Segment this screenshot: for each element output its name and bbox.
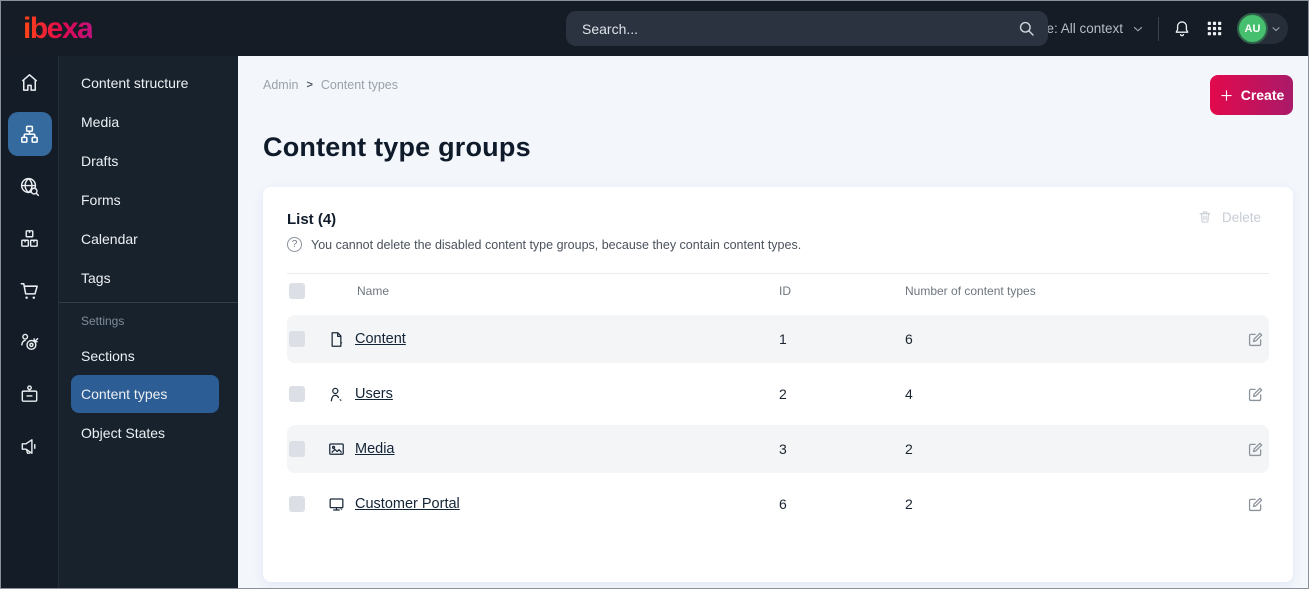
row-checkbox[interactable] <box>289 496 305 512</box>
column-header-count: Number of content types <box>905 283 1036 298</box>
delete-button-label: Delete <box>1221 209 1261 225</box>
sidebar-item-drafts[interactable]: Drafts <box>81 152 119 169</box>
group-id: 2 <box>779 386 787 402</box>
image-icon <box>327 440 346 459</box>
table-row: Media 3 2 <box>287 425 1269 473</box>
chevron-down-icon <box>1131 22 1145 36</box>
main-content: Admin > Content types Create Content typ… <box>238 56 1308 588</box>
avatar: AU <box>1239 15 1266 42</box>
search-icon[interactable] <box>1017 19 1036 38</box>
menu-divider <box>59 302 238 303</box>
edit-icon[interactable] <box>1246 495 1265 514</box>
row-checkbox[interactable] <box>289 386 305 402</box>
group-link[interactable]: Users <box>355 386 393 402</box>
table-row: Users 2 4 <box>287 370 1269 418</box>
column-header-name: Name <box>357 283 390 298</box>
search-input[interactable] <box>582 20 1017 37</box>
sidebar-item-calendar[interactable]: Calendar <box>81 230 138 247</box>
info-message: ? You cannot delete the disabled content… <box>287 237 1269 252</box>
icon-rail <box>1 56 59 588</box>
sidebar-item-sections[interactable]: Sections <box>81 347 135 364</box>
select-all-checkbox[interactable] <box>289 282 305 299</box>
sidebar-item-forms[interactable]: Forms <box>81 191 121 208</box>
help-circle-icon: ? <box>287 237 302 252</box>
product-catalog-icon[interactable] <box>8 216 52 260</box>
site-context-label: Site: All context <box>1030 21 1123 36</box>
apps-grid-icon[interactable] <box>1205 19 1224 38</box>
user-menu[interactable]: AU <box>1237 13 1288 44</box>
column-header-id: ID <box>779 283 791 298</box>
group-id: 3 <box>779 441 787 457</box>
sidebar-item-content-structure[interactable]: Content structure <box>81 74 189 91</box>
global-search[interactable] <box>566 11 1048 46</box>
group-link[interactable]: Media <box>355 441 395 457</box>
screen-icon <box>327 495 346 514</box>
row-checkbox[interactable] <box>289 331 305 347</box>
group-link[interactable]: Content <box>355 331 406 347</box>
group-count: 6 <box>905 331 913 347</box>
create-button-label: Create <box>1240 87 1285 103</box>
top-bar: ibexa Site: All context <box>1 1 1308 56</box>
campaign-megaphone-icon[interactable] <box>8 424 52 468</box>
sidebar-item-content-types[interactable]: Content types <box>71 375 219 413</box>
content-type-groups-table: Name ID Number of content types Content <box>287 273 1269 528</box>
table-row: Customer Portal 6 2 <box>287 480 1269 528</box>
group-count: 2 <box>905 441 913 457</box>
breadcrumb-separator: > <box>306 79 313 91</box>
row-checkbox[interactable] <box>289 441 305 457</box>
table-header-row: Name ID Number of content types <box>287 273 1269 307</box>
list-card: List (4) ? You cannot delete the disable… <box>263 187 1293 582</box>
plus-icon <box>1219 88 1234 103</box>
topbar-divider <box>1158 16 1159 41</box>
ibexa-logo[interactable]: ibexa <box>23 11 94 45</box>
edit-icon[interactable] <box>1246 440 1265 459</box>
group-id: 1 <box>779 331 787 347</box>
info-text: You cannot delete the disabled content t… <box>311 237 802 252</box>
file-icon <box>327 330 346 349</box>
admin-badge-icon[interactable] <box>8 372 52 416</box>
edit-icon[interactable] <box>1246 385 1265 404</box>
page-title: Content type groups <box>263 132 531 162</box>
sidebar-item-media[interactable]: Media <box>81 113 120 130</box>
commerce-cart-icon[interactable] <box>8 268 52 312</box>
topbar-right-cluster: Site: All context AU <box>1005 13 1288 44</box>
sidebar-item-object-states[interactable]: Object States <box>81 424 166 441</box>
create-button[interactable]: Create <box>1210 75 1293 115</box>
user-icon <box>327 385 346 404</box>
edit-icon[interactable] <box>1246 330 1265 349</box>
group-link[interactable]: Customer Portal <box>355 496 460 512</box>
group-count: 4 <box>905 386 913 402</box>
chevron-down-icon <box>1270 23 1282 35</box>
list-title: List (4) <box>287 211 337 228</box>
breadcrumb-admin[interactable]: Admin <box>263 78 299 92</box>
trash-icon <box>1197 209 1213 225</box>
home-icon[interactable] <box>8 60 52 104</box>
sidebar-item-tags[interactable]: Tags <box>81 269 111 286</box>
group-count: 2 <box>905 496 913 512</box>
site-search-icon[interactable] <box>8 164 52 208</box>
sidebar-menu: Content structure Media Drafts Forms Cal… <box>59 56 238 588</box>
settings-section-label: Settings <box>81 314 125 328</box>
delete-button[interactable]: Delete <box>1197 209 1261 225</box>
table-row: Content 1 6 <box>287 315 1269 363</box>
group-id: 6 <box>779 496 787 512</box>
breadcrumb-content-types: Content types <box>320 78 399 92</box>
content-tree-icon[interactable] <box>7 112 52 156</box>
notifications-bell-icon[interactable] <box>1172 19 1192 39</box>
breadcrumb: Admin > Content types <box>263 78 398 92</box>
personalization-icon[interactable] <box>8 320 52 364</box>
